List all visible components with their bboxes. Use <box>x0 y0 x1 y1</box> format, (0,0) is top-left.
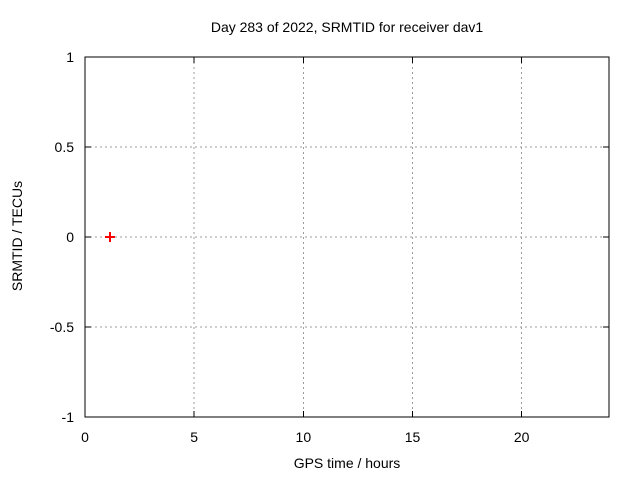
x-tick-label: 10 <box>296 429 312 445</box>
x-tick-label: 0 <box>81 429 89 445</box>
x-axis-label: GPS time / hours <box>293 455 401 471</box>
x-tick-label: 5 <box>190 429 198 445</box>
y-tick-label: 1 <box>66 49 74 65</box>
y-tick-label: -1 <box>62 409 75 425</box>
y-tick-label: -0.5 <box>50 319 74 335</box>
chart-title: Day 283 of 2022, SRMTID for receiver dav… <box>210 19 484 35</box>
y-tick-label: 0 <box>66 229 74 245</box>
y-tick-label: 0.5 <box>55 139 75 155</box>
x-tick-label: 20 <box>514 429 530 445</box>
x-tick-label: 15 <box>405 429 421 445</box>
